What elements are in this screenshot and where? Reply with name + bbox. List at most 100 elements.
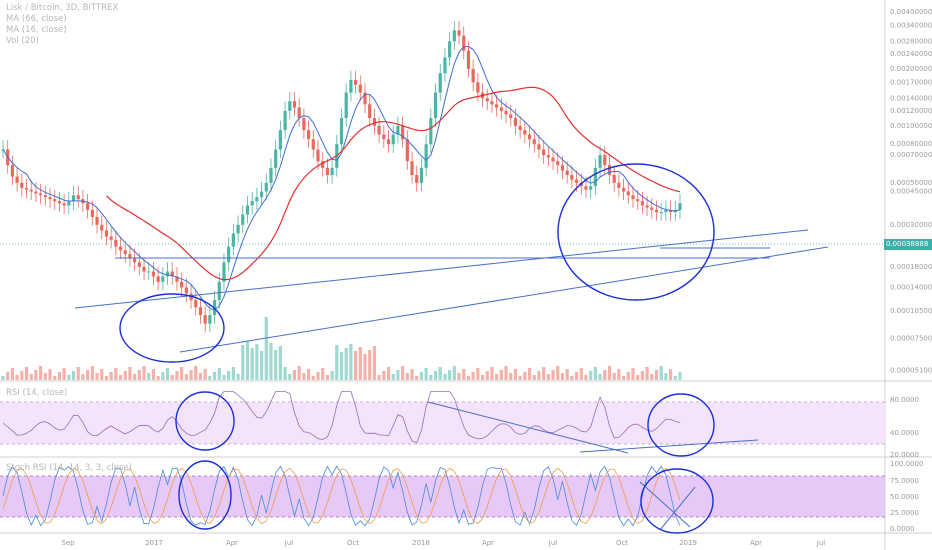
- volume-bar: [76, 367, 80, 380]
- candle-body: [612, 175, 616, 183]
- annotation-circle: [119, 293, 225, 363]
- volume-bar: [292, 370, 297, 380]
- candle-body: [560, 165, 565, 171]
- candle-body: [142, 266, 146, 272]
- volume-bar: [128, 367, 132, 380]
- volume-bar: [612, 373, 616, 380]
- candle-body: [621, 187, 626, 192]
- volume-bar: [24, 367, 29, 380]
- price-tick-label: 0.00018000: [890, 263, 932, 271]
- volume-bar: [518, 376, 522, 380]
- volume-bar: [311, 376, 315, 380]
- candle-body: [344, 92, 348, 119]
- volume-bar: [636, 375, 640, 380]
- volume-bar: [466, 376, 471, 380]
- stoch-tick-label: 75.0000: [890, 477, 919, 485]
- candle-body: [471, 68, 475, 83]
- volume-bar: [123, 371, 127, 380]
- candle-body: [382, 134, 386, 140]
- volume-bar: [109, 372, 113, 380]
- volume-bar: [598, 374, 602, 380]
- candle-body: [227, 246, 231, 263]
- volume-bar: [43, 373, 47, 380]
- candle-body: [546, 155, 550, 158]
- candle-body: [518, 125, 522, 131]
- stoch-band: [0, 476, 885, 517]
- rsi-line: [2, 391, 681, 444]
- price-tick-label: 0.00050000: [890, 179, 932, 187]
- rsi-tick-label: 40.0000: [890, 429, 919, 437]
- volume-bar: [114, 368, 118, 380]
- candle-body: [165, 271, 170, 277]
- volume-bar: [67, 375, 71, 380]
- candle-body: [330, 167, 334, 176]
- volume-bar: [330, 371, 334, 380]
- candle-body: [100, 224, 104, 231]
- candle-body: [391, 134, 395, 145]
- volume-bar: [231, 367, 235, 380]
- volume-bar: [495, 374, 499, 380]
- candle-body: [499, 107, 503, 111]
- stoch-trendline: [659, 486, 696, 531]
- stoch-tick-label: 25.0000: [890, 509, 919, 517]
- candle-body: [466, 50, 471, 69]
- annotation-circle: [175, 391, 235, 451]
- time-tick-label: 2019: [679, 539, 697, 547]
- candle-body: [203, 315, 207, 324]
- candle-body: [664, 209, 668, 213]
- volume-bar: [565, 369, 569, 380]
- candle-body: [654, 209, 659, 213]
- candle-body: [377, 125, 381, 135]
- volume-bar: [617, 369, 621, 380]
- candle-body: [396, 125, 400, 135]
- volume-bar: [147, 373, 151, 380]
- rsi-tick-label: 80.0000: [890, 396, 919, 404]
- price-tick-label: 0.00340000: [890, 21, 932, 29]
- candle-body: [410, 161, 414, 176]
- volume-bar: [344, 348, 348, 380]
- price-tick-label: 0.00005100: [890, 366, 932, 374]
- volume-bar: [668, 369, 673, 380]
- candle-body: [532, 139, 536, 145]
- ma-66-line: [106, 86, 681, 281]
- last-price-tag: 0.00038888: [884, 239, 932, 250]
- volume-bar: [396, 370, 400, 380]
- volume-bar: [274, 350, 278, 380]
- candle-body: [297, 107, 301, 119]
- candle-body: [433, 92, 438, 119]
- volume-bar: [448, 370, 452, 380]
- volume-bar: [603, 370, 607, 380]
- candle-body: [579, 182, 583, 187]
- price-tick-label: 0.00030000: [890, 221, 932, 229]
- volume-bar: [499, 370, 503, 380]
- candle-body: [170, 271, 174, 277]
- candle-body: [386, 139, 391, 145]
- time-tick-label: Jul: [548, 539, 558, 547]
- volume-bar: [203, 369, 207, 380]
- volume-bar: [180, 367, 184, 380]
- volume-bar: [133, 374, 137, 380]
- candle-body: [53, 199, 57, 202]
- volume-bar: [452, 366, 456, 380]
- time-tick-label: 2018: [412, 539, 430, 547]
- candle-body: [424, 144, 428, 168]
- volume-bar: [283, 367, 287, 380]
- volume-bar: [650, 374, 654, 380]
- volume-bar: [523, 372, 527, 380]
- volume-bar: [6, 372, 10, 380]
- candle-body: [67, 201, 71, 206]
- candle-body: [349, 79, 353, 93]
- candle-body: [452, 30, 456, 42]
- annotation-circle: [557, 163, 715, 301]
- candle-body: [565, 170, 569, 176]
- price-tick-label: 0.00240000: [890, 50, 932, 58]
- candle-body: [109, 236, 113, 240]
- volume-bar: [659, 366, 663, 380]
- rsi-trendline: [579, 439, 759, 453]
- volume-bar: [589, 371, 593, 380]
- candle-body: [556, 161, 560, 166]
- candle-body: [20, 182, 24, 188]
- candle-body: [48, 197, 52, 200]
- candle-body: [255, 197, 259, 202]
- volume-bar: [250, 348, 254, 380]
